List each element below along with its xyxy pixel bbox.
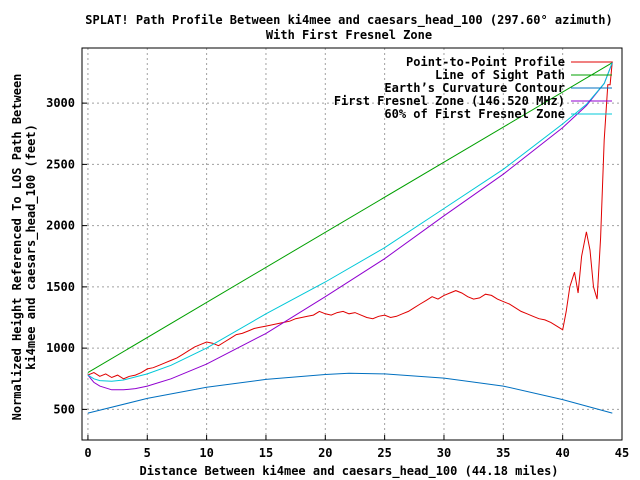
- chart-title: SPLAT! Path Profile Between ki4mee and c…: [85, 13, 612, 28]
- y-tick-label: 1000: [46, 341, 75, 355]
- legend-label-earth-s-curvature-contour: Earth’s Curvature Contour: [384, 81, 565, 95]
- y-axis-label: Normalized Height Referenced To LOS Path…: [10, 74, 39, 421]
- x-tick-label: 40: [555, 446, 569, 460]
- y-axis-label-line-2: ki4mee and caesars_head_100 (feet): [24, 124, 39, 370]
- x-tick-label: 0: [84, 446, 91, 460]
- legend-label-point-to-point-profile: Point-to-Point Profile: [406, 55, 565, 69]
- plot-frame: [81, 47, 623, 441]
- y-tick-label: 2000: [46, 219, 75, 233]
- y-axis-label-line-1: Normalized Height Referenced To LOS Path…: [10, 74, 24, 421]
- series-line-point-to-point-profile: [87, 61, 613, 380]
- x-tick-label: 20: [318, 446, 332, 460]
- series-line-first-fresnel-zone-146-520-mhz: [87, 62, 613, 391]
- series-line-60-of-first-fresnel-zone: [87, 62, 613, 382]
- grid: [82, 48, 623, 440]
- chart-subtitle: With First Fresnel Zone: [266, 28, 432, 42]
- y-tick-label: 3000: [46, 96, 75, 110]
- x-tick-label: 15: [259, 446, 273, 460]
- x-tick-label: 10: [199, 446, 213, 460]
- x-tick-label: 25: [377, 446, 391, 460]
- legend-label-60-of-first-fresnel-zone: 60% of First Fresnel Zone: [384, 107, 565, 121]
- series-line-earth-s-curvature-contour: [87, 372, 613, 414]
- x-tick-label: 45: [615, 446, 629, 460]
- series-lines: [87, 61, 613, 414]
- legend-label-first-fresnel-zone-146-520-mhz: First Fresnel Zone (146.520 MHz): [334, 94, 565, 108]
- series-line-line-of-sight-path: [87, 62, 613, 374]
- axis-ticks: 0 5 10 15 20 25 30 35 40 45 500 1000 1500 2000 2500 300…: [46, 96, 629, 460]
- y-tick-label: 2500: [46, 157, 75, 171]
- x-tick-label: 5: [144, 446, 151, 460]
- x-tick-label: 30: [437, 446, 451, 460]
- y-tick-label: 1500: [46, 280, 75, 294]
- y-tick-label: 500: [53, 402, 75, 416]
- legend-label-line-of-sight-path: Line of Sight Path: [435, 68, 565, 82]
- x-tick-label: 35: [496, 446, 510, 460]
- x-axis-label: Distance Between ki4mee and caesars_head…: [139, 464, 558, 479]
